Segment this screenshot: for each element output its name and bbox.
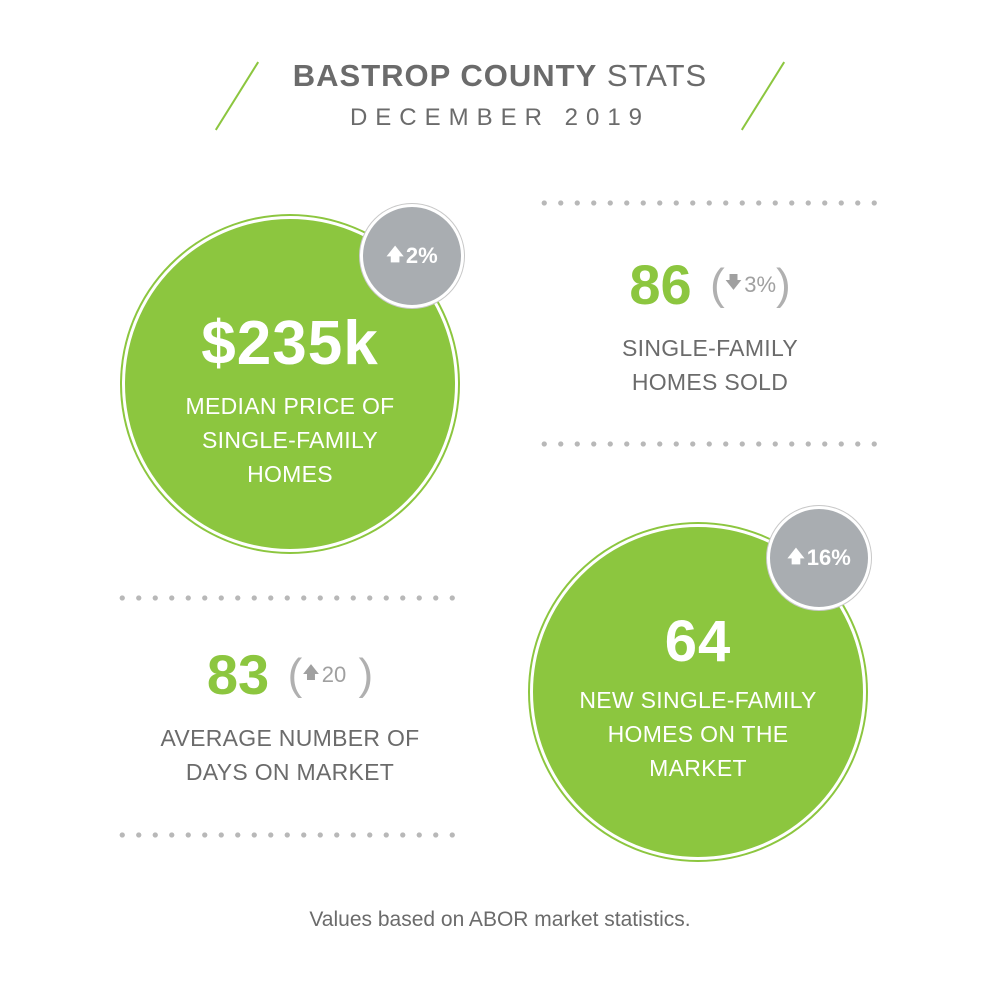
footnote: Values based on ABOR market statistics.	[309, 908, 691, 931]
page-subtitle: DECEMBER 2019	[349, 104, 651, 131]
divider-mid-left	[114, 595, 464, 601]
homes-sold-change: (🡇3%)	[710, 259, 791, 309]
divider-top-right	[536, 200, 886, 206]
days-on-market-label: AVERAGE NUMBER OF DAYS ON MARKET	[160, 725, 420, 785]
page-title: BASTROP COUNTY STATS	[0, 58, 1000, 94]
median-price-value: $235k	[201, 309, 379, 378]
days-on-market-change: (🡅20 )	[287, 649, 374, 699]
homes-sold-stat: 86 (🡇3%) SINGLE-FAMILY HOMES SOLD	[560, 252, 860, 399]
homes-sold-value: 86	[629, 253, 692, 316]
new-listings-value: 64	[664, 609, 732, 674]
new-listings-change-badge: 🡅 16%	[767, 506, 871, 610]
days-on-market-headline: 83 (🡅20 )	[140, 642, 440, 707]
arrow-down-icon: 🡇	[724, 273, 743, 292]
homes-sold-headline: 86 (🡇3%)	[560, 252, 860, 317]
new-listings-label: NEW SINGLE-FAMILY HOMES ON THE MARKET	[579, 687, 817, 781]
arrow-up-icon: 🡅	[386, 244, 404, 264]
median-price-change-badge: 🡅 2%	[360, 204, 464, 308]
arrow-up-icon: 🡅	[787, 546, 805, 566]
new-listings-change: 16%	[806, 545, 851, 570]
median-price-label: MEDIAN PRICE OF SINGLE-FAMILY HOMES	[185, 393, 395, 487]
divider-bottom-left	[114, 832, 464, 838]
days-on-market-value: 83	[206, 643, 270, 706]
median-price-change: 2%	[405, 243, 438, 268]
title-stats: STATS	[606, 58, 708, 93]
days-on-market-stat: 83 (🡅20 ) AVERAGE NUMBER OF DAYS ON MARK…	[140, 642, 440, 789]
arrow-up-icon: 🡅	[302, 663, 320, 682]
title-county: BASTROP COUNTY	[292, 58, 598, 93]
divider-mid-right	[536, 441, 886, 447]
homes-sold-label: SINGLE-FAMILY HOMES SOLD	[621, 335, 799, 395]
new-listings-circle: 64 NEW SINGLE-FAMILY HOMES ON THE MARKET	[530, 524, 866, 860]
